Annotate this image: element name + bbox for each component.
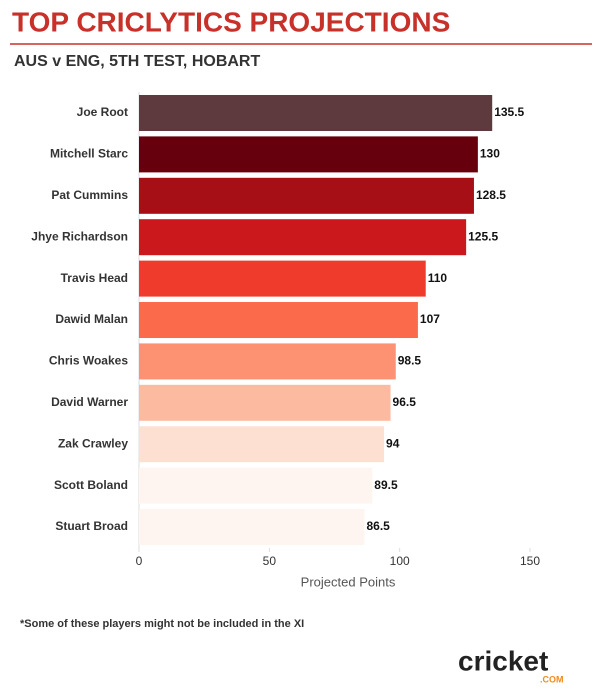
bar [139, 467, 373, 504]
bar [139, 343, 396, 380]
logo-suffix: .COM [540, 674, 564, 684]
y-tick-label: Pat Cummins [51, 188, 128, 202]
y-tick-label: Travis Head [61, 271, 128, 285]
bar [139, 384, 391, 421]
value-label: 125.5 [468, 229, 498, 243]
value-label: 94 [386, 436, 400, 450]
chart-title: TOP CRICLYTICS PROJECTIONS [12, 6, 450, 37]
x-tick-label: 50 [263, 554, 277, 568]
value-label: 89.5 [374, 478, 398, 492]
bar [139, 95, 493, 131]
value-label: 107 [420, 312, 440, 326]
footnote: *Some of these players might not be incl… [20, 618, 304, 630]
value-label: 98.5 [398, 354, 422, 368]
bar [139, 136, 478, 173]
y-tick-label: Chris Woakes [49, 354, 128, 368]
bar [139, 219, 467, 256]
value-label: 86.5 [366, 519, 390, 533]
bar [139, 426, 385, 463]
y-tick-label: Zak Crawley [58, 436, 128, 450]
bar [139, 260, 426, 297]
x-tick-label: 100 [390, 554, 410, 568]
y-tick-label: Jhye Richardson [31, 229, 128, 243]
y-tick-label: Scott Boland [54, 478, 128, 492]
y-tick-label: Stuart Broad [55, 519, 128, 533]
logo: cricket [458, 645, 548, 676]
value-label: 96.5 [393, 395, 417, 409]
bar [139, 509, 365, 545]
value-label: 128.5 [476, 188, 506, 202]
y-tick-label: Joe Root [77, 105, 128, 119]
y-tick-label: Mitchell Starc [50, 147, 128, 161]
x-tick-label: 150 [520, 554, 540, 568]
bar [139, 302, 418, 338]
value-label: 110 [428, 271, 448, 285]
value-label: 135.5 [494, 105, 524, 119]
y-tick-label: David Warner [51, 395, 128, 409]
x-axis-label: Projected Points [301, 574, 396, 589]
bar [139, 177, 474, 214]
y-tick-label: Dawid Malan [55, 312, 128, 326]
x-tick-label: 0 [136, 554, 143, 568]
value-label: 130 [480, 147, 500, 161]
chart-subtitle: AUS v ENG, 5TH TEST, HOBART [14, 53, 260, 70]
